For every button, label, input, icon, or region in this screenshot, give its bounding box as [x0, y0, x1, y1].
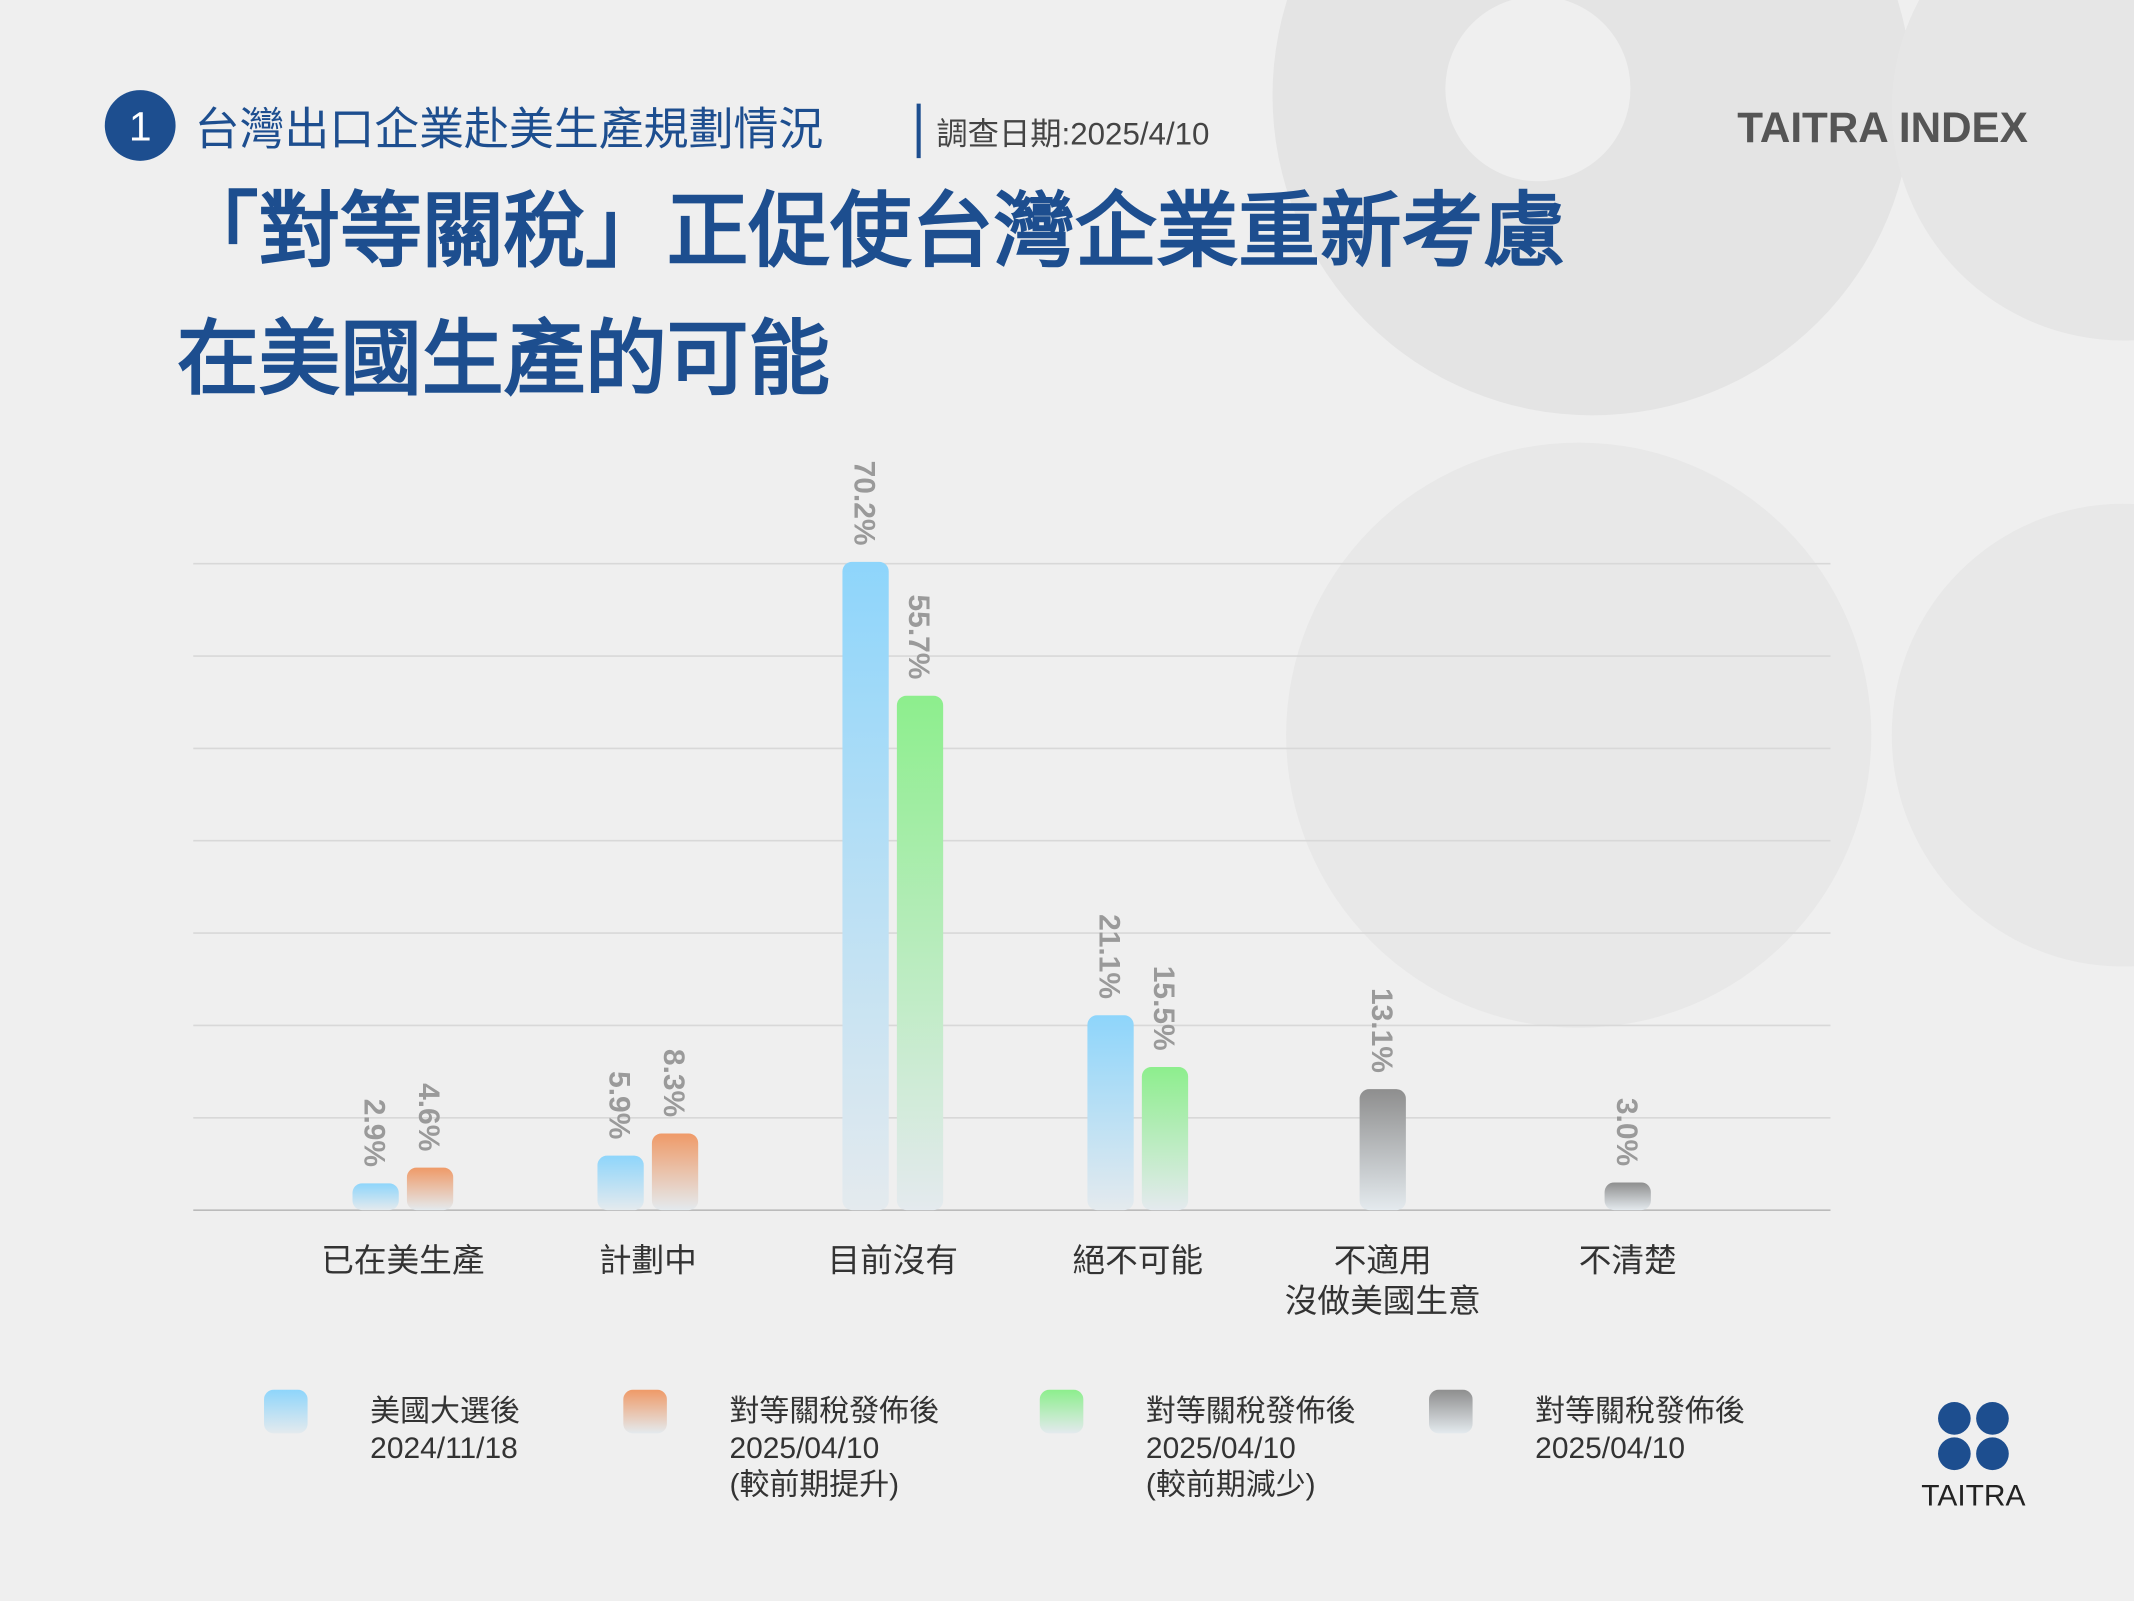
- legend-label: 對等關稅發佈後 2025/04/10: [1535, 1395, 1745, 1465]
- survey-date: 調查日期:2025/4/10: [936, 117, 1209, 152]
- decor: [1286, 442, 1872, 1028]
- value-label: 8.3%: [657, 1049, 690, 1117]
- legend-swatch: [623, 1389, 667, 1434]
- value-label: 15.5%: [1147, 966, 1180, 1051]
- decor: [1272, 0, 1913, 416]
- decor: [1445, 0, 1631, 182]
- decor: [1891, 503, 2134, 967]
- brand: TAITRA INDEX: [1737, 104, 2028, 151]
- value-label: 13.1%: [1365, 988, 1398, 1073]
- legend-swatch: [1039, 1389, 1084, 1434]
- logo: [1938, 1402, 2009, 1471]
- legend-label: 美國大選後 2024/11/18: [370, 1395, 520, 1465]
- bar: [406, 1167, 454, 1211]
- value-label: 70.2%: [848, 461, 881, 546]
- value-label: 21.1%: [1093, 914, 1126, 999]
- value-label: 2.9%: [358, 1099, 391, 1167]
- bar: [1087, 1015, 1134, 1211]
- value-label: 3.0%: [1610, 1098, 1643, 1166]
- x-tick-label: 絕不可能: [1072, 1241, 1203, 1278]
- decor: [1891, 0, 2134, 341]
- legend-label: 對等關稅發佈後 2025/04/10 (較前期減少): [1146, 1395, 1356, 1501]
- legend-label: 對等關稅發佈後 2025/04/10 (較前期提升): [729, 1395, 939, 1501]
- x-tick-label: 不適用沒做美國生意: [1285, 1241, 1481, 1319]
- bar: [1359, 1089, 1406, 1211]
- logo-text: TAITRA: [1921, 1479, 2025, 1512]
- x-tick-label: 計劃中: [599, 1241, 697, 1278]
- value-label: 55.7%: [902, 595, 935, 680]
- chart-title: 「對等關稅」正促使台灣企業重新考慮: [177, 186, 1565, 277]
- subtitle: 台灣出口企業赴美生產規劃情況: [195, 104, 824, 155]
- badge: [104, 90, 176, 161]
- value-label: 4.6%: [412, 1083, 445, 1151]
- legend-swatch: [1429, 1389, 1473, 1434]
- bar: [1141, 1067, 1189, 1211]
- badge-text: 1: [129, 103, 152, 149]
- bar: [1604, 1182, 1651, 1211]
- x-tick-label: 不清楚: [1579, 1241, 1677, 1278]
- chart-title: 在美國生產的可能: [177, 314, 830, 405]
- value-label: 5.9%: [603, 1071, 636, 1139]
- legend-swatch: [264, 1389, 308, 1434]
- bar: [352, 1183, 399, 1211]
- bar: [651, 1133, 699, 1211]
- bar: [597, 1155, 644, 1211]
- x-tick-label: 已在美生產: [321, 1241, 484, 1278]
- x-tick-label: 目前沒有: [827, 1241, 958, 1278]
- bar: [842, 561, 889, 1211]
- bar: [896, 695, 944, 1211]
